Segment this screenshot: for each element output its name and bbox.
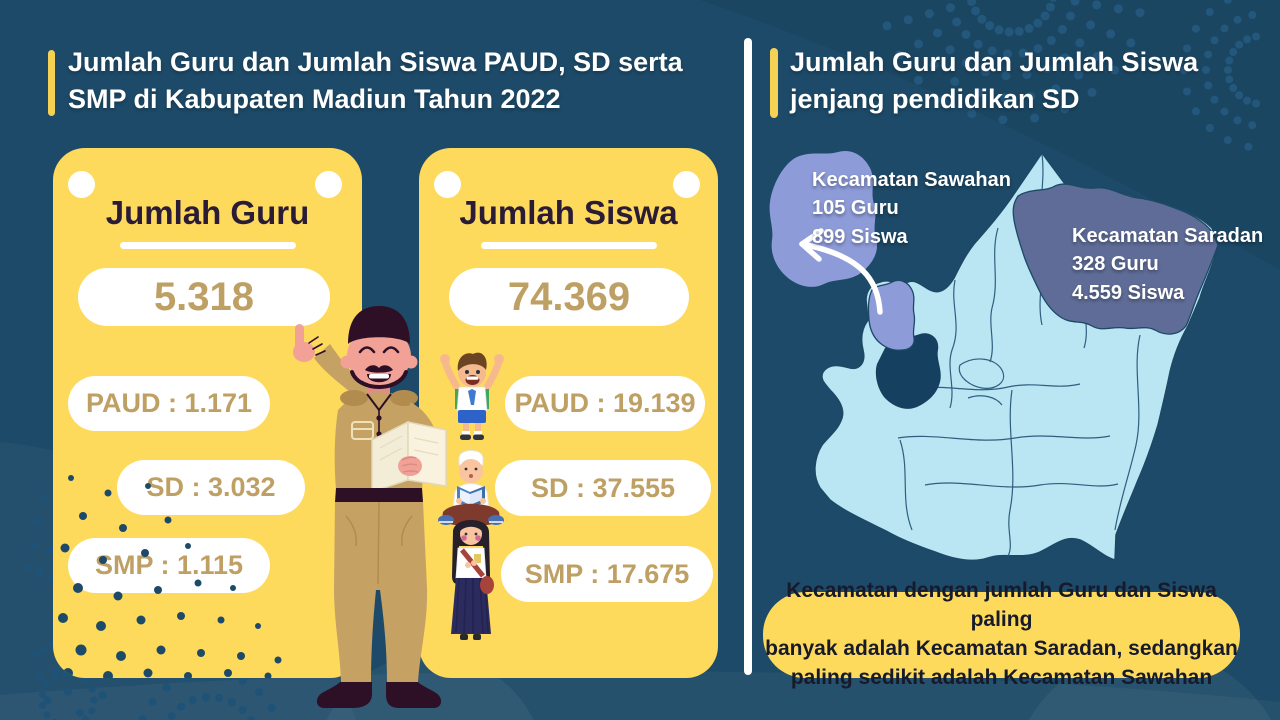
saradan-callout: Kecamatan Saradan 328 Guru 4.559 Siswa <box>1072 222 1263 307</box>
note-line2: banyak adalah Kecamatan Saradan, sedangk… <box>765 637 1238 660</box>
siswa-card-underline <box>480 242 657 249</box>
sawahan-name: Kecamatan Sawahan <box>812 169 1011 191</box>
guru-total-pill: 5.318 <box>78 268 330 326</box>
card-polka-dots <box>58 475 282 678</box>
map-sawahan-enlarged <box>769 150 878 287</box>
saradan-guru: 328 Guru <box>1072 253 1159 276</box>
card-hole-icon <box>434 171 461 198</box>
card-hole-icon <box>68 171 95 198</box>
right-panel-title: Jumlah Guru dan Jumlah Siswa jenjang pen… <box>790 44 1250 117</box>
siswa-sd-pill: SD : 37.555 <box>495 460 711 516</box>
card-hole-icon <box>315 171 342 198</box>
siswa-smp-pill: SMP : 17.675 <box>501 546 713 602</box>
left-title-line1: Jumlah Guru dan Jumlah Siswa PAUD, SD se… <box>68 47 683 77</box>
card-hole-icon <box>673 171 700 198</box>
map-region-saradan <box>1012 183 1219 335</box>
right-title-accent-bar <box>770 48 778 118</box>
guru-card-underline <box>119 242 296 249</box>
kabupaten-madiun-map <box>769 150 1219 562</box>
guru-smp-pill: SMP : 1.115 <box>68 538 270 593</box>
guru-card-title: Jumlah Guru <box>105 194 310 231</box>
conclusion-note: Kecamatan dengan jumlah Guru dan Siswa p… <box>763 579 1240 689</box>
siswa-paud-pill: PAUD : 19.139 <box>505 376 705 431</box>
map-dark-region <box>875 333 941 409</box>
note-line3: paling sedikit adalah Kecamatan Sawahan <box>790 665 1213 689</box>
saradan-siswa: 4.559 Siswa <box>1072 281 1185 304</box>
siswa-card: Jumlah Siswa 74.369 PAUD : 19.139 SD : 3… <box>419 148 718 678</box>
guru-card: Jumlah Guru 5.318 PAUD : 1.171 SD : 3.03… <box>53 148 362 678</box>
section-divider <box>744 38 752 675</box>
saradan-name: Kecamatan Saradan <box>1072 225 1264 247</box>
siswa-total-pill: 74.369 <box>449 268 689 326</box>
guru-paud-pill: PAUD : 1.171 <box>68 376 270 431</box>
note-line1: Kecamatan dengan jumlah Guru dan Siswa p… <box>786 579 1217 632</box>
left-panel-title: Jumlah Guru dan Jumlah Siswa PAUD, SD se… <box>68 44 748 117</box>
sawahan-siswa: 899 Siswa <box>812 225 908 248</box>
sawahan-guru: 105 Guru <box>812 197 899 220</box>
siswa-card-title: Jumlah Siswa <box>459 194 678 231</box>
callout-arrow-icon <box>799 228 883 315</box>
student-jumping-icon <box>440 352 504 440</box>
student-girl-icon <box>451 520 494 640</box>
student-reading-icon <box>438 450 504 525</box>
teacher-illustration <box>293 306 447 708</box>
left-title-accent-bar <box>48 50 55 116</box>
right-title-line1: Jumlah Guru dan Jumlah Siswa <box>790 47 1199 77</box>
right-title-line2: jenjang pendidikan SD <box>790 83 1080 114</box>
left-title-line2: SMP di Kabupaten Madiun Tahun 2022 <box>68 83 561 114</box>
sawahan-callout: Kecamatan Sawahan 105 Guru 899 Siswa <box>812 166 1011 251</box>
